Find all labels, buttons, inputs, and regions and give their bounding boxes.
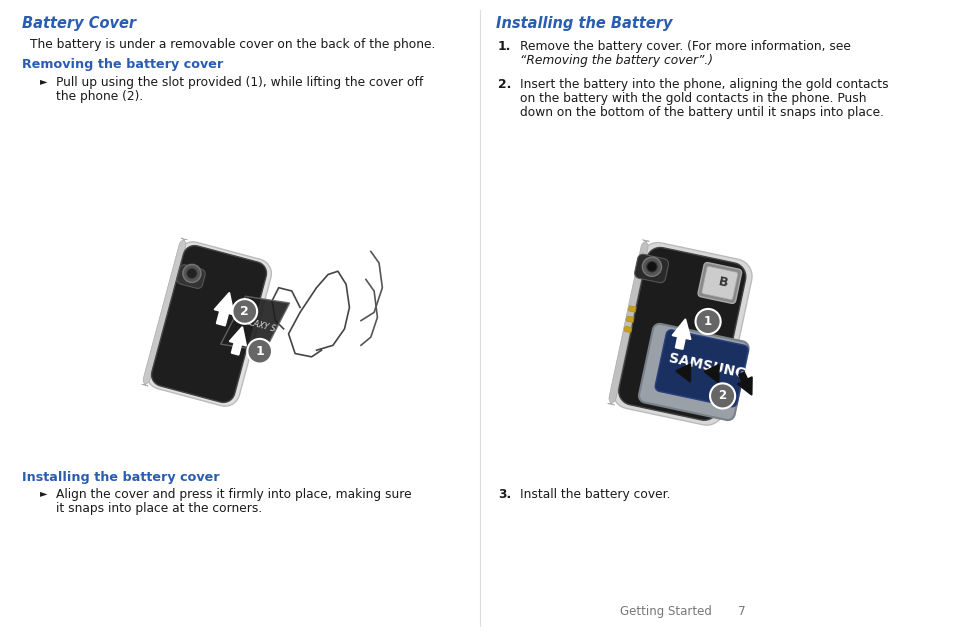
Text: Battery Cover: Battery Cover bbox=[22, 16, 136, 31]
Polygon shape bbox=[618, 247, 745, 420]
Circle shape bbox=[233, 299, 257, 324]
Text: The battery is under a removable cover on the back of the phone.: The battery is under a removable cover o… bbox=[30, 38, 435, 51]
FancyArrowPatch shape bbox=[230, 328, 246, 355]
Text: “Removing the battery cover”.): “Removing the battery cover”.) bbox=[519, 54, 712, 67]
Text: down on the bottom of the battery until it snaps into place.: down on the bottom of the battery until … bbox=[519, 106, 883, 119]
Text: 2: 2 bbox=[240, 305, 249, 318]
Text: Align the cover and press it firmly into place, making sure: Align the cover and press it firmly into… bbox=[56, 488, 411, 501]
Polygon shape bbox=[626, 316, 633, 322]
Polygon shape bbox=[623, 326, 631, 333]
Text: on the battery with the gold contacts in the phone. Push: on the battery with the gold contacts in… bbox=[519, 92, 865, 105]
Polygon shape bbox=[698, 263, 740, 303]
Text: SAMSUNG: SAMSUNG bbox=[667, 351, 747, 381]
FancyArrowPatch shape bbox=[214, 293, 233, 326]
Text: B: B bbox=[717, 275, 728, 290]
Text: ►: ► bbox=[40, 488, 48, 498]
Text: Insert the battery into the phone, aligning the gold contacts: Insert the battery into the phone, align… bbox=[519, 78, 887, 91]
Polygon shape bbox=[612, 242, 751, 425]
Polygon shape bbox=[628, 306, 636, 312]
Text: Install the battery cover.: Install the battery cover. bbox=[519, 488, 670, 501]
Polygon shape bbox=[142, 238, 187, 386]
Text: Installing the battery cover: Installing the battery cover bbox=[22, 471, 219, 484]
Text: Remove the battery cover. (For more information, see: Remove the battery cover. (For more info… bbox=[519, 40, 850, 53]
Polygon shape bbox=[639, 324, 748, 420]
Text: it snaps into place at the corners.: it snaps into place at the corners. bbox=[56, 502, 262, 515]
Text: 1: 1 bbox=[703, 315, 711, 328]
Circle shape bbox=[187, 268, 197, 279]
Text: 1: 1 bbox=[255, 345, 264, 357]
Polygon shape bbox=[176, 265, 205, 288]
Circle shape bbox=[641, 257, 660, 277]
FancyArrowPatch shape bbox=[676, 364, 690, 382]
Circle shape bbox=[709, 384, 735, 408]
Text: Installing the Battery: Installing the Battery bbox=[496, 16, 672, 31]
Text: 2.: 2. bbox=[497, 78, 511, 91]
Text: Removing the battery cover: Removing the battery cover bbox=[22, 58, 223, 71]
Polygon shape bbox=[220, 296, 290, 351]
Text: Getting Started       7: Getting Started 7 bbox=[619, 605, 745, 618]
FancyArrowPatch shape bbox=[704, 365, 718, 382]
FancyArrowPatch shape bbox=[672, 319, 690, 349]
Polygon shape bbox=[147, 242, 271, 406]
Circle shape bbox=[247, 339, 272, 364]
Circle shape bbox=[695, 309, 720, 334]
Text: 2: 2 bbox=[718, 389, 726, 403]
Text: GALAXY S: GALAXY S bbox=[237, 315, 275, 334]
Text: ►: ► bbox=[40, 76, 48, 86]
Polygon shape bbox=[701, 266, 737, 300]
Polygon shape bbox=[655, 330, 747, 407]
Circle shape bbox=[183, 265, 201, 282]
Text: Pull up using the slot provided (1), while lifting the cover off: Pull up using the slot provided (1), whi… bbox=[56, 76, 423, 89]
Circle shape bbox=[646, 261, 657, 272]
Polygon shape bbox=[607, 240, 649, 405]
Polygon shape bbox=[152, 245, 266, 403]
Text: 1.: 1. bbox=[497, 40, 511, 53]
FancyArrowPatch shape bbox=[738, 373, 751, 394]
Text: 3.: 3. bbox=[497, 488, 511, 501]
Text: the phone (2).: the phone (2). bbox=[56, 90, 143, 103]
Polygon shape bbox=[634, 254, 668, 283]
